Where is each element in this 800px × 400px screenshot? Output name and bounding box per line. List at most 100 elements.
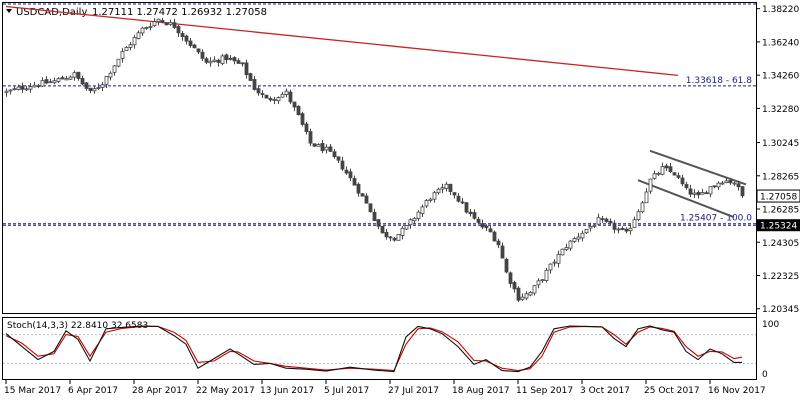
candle: [212, 56, 217, 63]
candle: [140, 26, 145, 36]
candle: [172, 18, 177, 29]
candle-body: [308, 131, 313, 144]
candle-body: [300, 113, 305, 125]
candle: [356, 182, 361, 197]
candle: [320, 140, 325, 154]
candle: [512, 280, 517, 293]
candle: [120, 48, 125, 63]
candle-body: [692, 192, 697, 195]
candle: [716, 181, 721, 190]
candle: [260, 90, 265, 99]
candle: [220, 54, 225, 66]
candle-body: [328, 146, 333, 152]
candle-body: [724, 180, 729, 183]
price-tick-label: 1.20345: [762, 305, 799, 315]
candle: [520, 293, 525, 301]
candle: [640, 200, 645, 214]
candle-body: [296, 105, 301, 116]
stoch-k-line: [5, 325, 742, 373]
candle: [732, 181, 737, 186]
candle: [608, 218, 613, 226]
candle: [424, 199, 429, 208]
stochastic-lines: [3, 325, 756, 373]
candle: [576, 233, 581, 243]
candle-body: [460, 201, 465, 204]
candle: [496, 238, 501, 249]
candle: [572, 236, 577, 244]
candle-body: [740, 186, 745, 197]
candle: [656, 171, 661, 176]
candle: [180, 31, 185, 41]
main-panel-frame: [2, 2, 757, 314]
candle: [456, 193, 461, 203]
candle: [508, 271, 513, 288]
price-tick-label: 1.32280: [762, 105, 799, 115]
candle: [364, 193, 369, 204]
candle: [96, 83, 101, 91]
candle: [88, 87, 93, 94]
candle: [540, 279, 545, 283]
candle: [648, 178, 653, 194]
date-tick-label: 11 Sep 2017: [516, 386, 573, 396]
price-tick-label: 1.22325: [762, 272, 799, 282]
candle-body: [288, 91, 293, 103]
candle-body: [540, 279, 545, 282]
candle-body: [212, 59, 217, 62]
candle-body: [88, 87, 93, 91]
candle: [412, 216, 417, 224]
candle: [20, 82, 25, 93]
candle-body: [432, 192, 437, 200]
candle: [592, 223, 597, 229]
candle-body: [148, 25, 153, 28]
collapse-triangle-icon[interactable]: [6, 9, 12, 13]
candle-body: [412, 217, 417, 222]
candle: [232, 56, 237, 65]
candle-body: [368, 203, 373, 213]
candle: [196, 48, 201, 55]
candle: [128, 42, 133, 51]
candle: [28, 82, 33, 93]
candle: [16, 84, 21, 91]
current-price-badge: 1.27058: [757, 190, 800, 203]
candle: [204, 56, 209, 65]
candle-body: [428, 198, 433, 201]
candle-body: [568, 240, 573, 249]
candle-body: [712, 185, 717, 188]
candle-body: [68, 76, 73, 80]
candle-body: [176, 26, 181, 34]
candle-body: [260, 93, 265, 96]
candle-body: [480, 223, 485, 228]
candle-body: [160, 20, 165, 23]
candle-body: [420, 206, 425, 214]
candle: [500, 242, 505, 259]
level-badge-2: 1.25324: [757, 219, 800, 232]
candle-body: [488, 228, 493, 233]
candle-body: [124, 47, 129, 51]
candle-body: [104, 76, 109, 85]
candle: [476, 216, 481, 224]
candle: [108, 71, 113, 81]
candle: [32, 81, 37, 88]
candle: [312, 143, 317, 147]
candle-body: [528, 291, 533, 296]
candle: [176, 25, 181, 37]
candle-body: [156, 18, 161, 22]
candle: [304, 121, 309, 135]
candle-body: [264, 94, 269, 99]
candle: [324, 144, 329, 154]
candle-body: [464, 202, 469, 213]
candle: [284, 88, 289, 98]
candle-body: [728, 180, 733, 184]
candle: [132, 34, 137, 49]
ohlc-values: 1.27111 1.27472 1.26932 1.27058: [92, 7, 267, 18]
candle: [236, 58, 241, 64]
candle-body: [608, 220, 613, 224]
candle-body: [380, 226, 385, 234]
candle: [252, 76, 257, 91]
candle: [712, 185, 717, 189]
candle-body: [56, 78, 61, 82]
candle-body: [636, 211, 641, 220]
candle: [368, 203, 373, 213]
candle: [548, 263, 553, 274]
